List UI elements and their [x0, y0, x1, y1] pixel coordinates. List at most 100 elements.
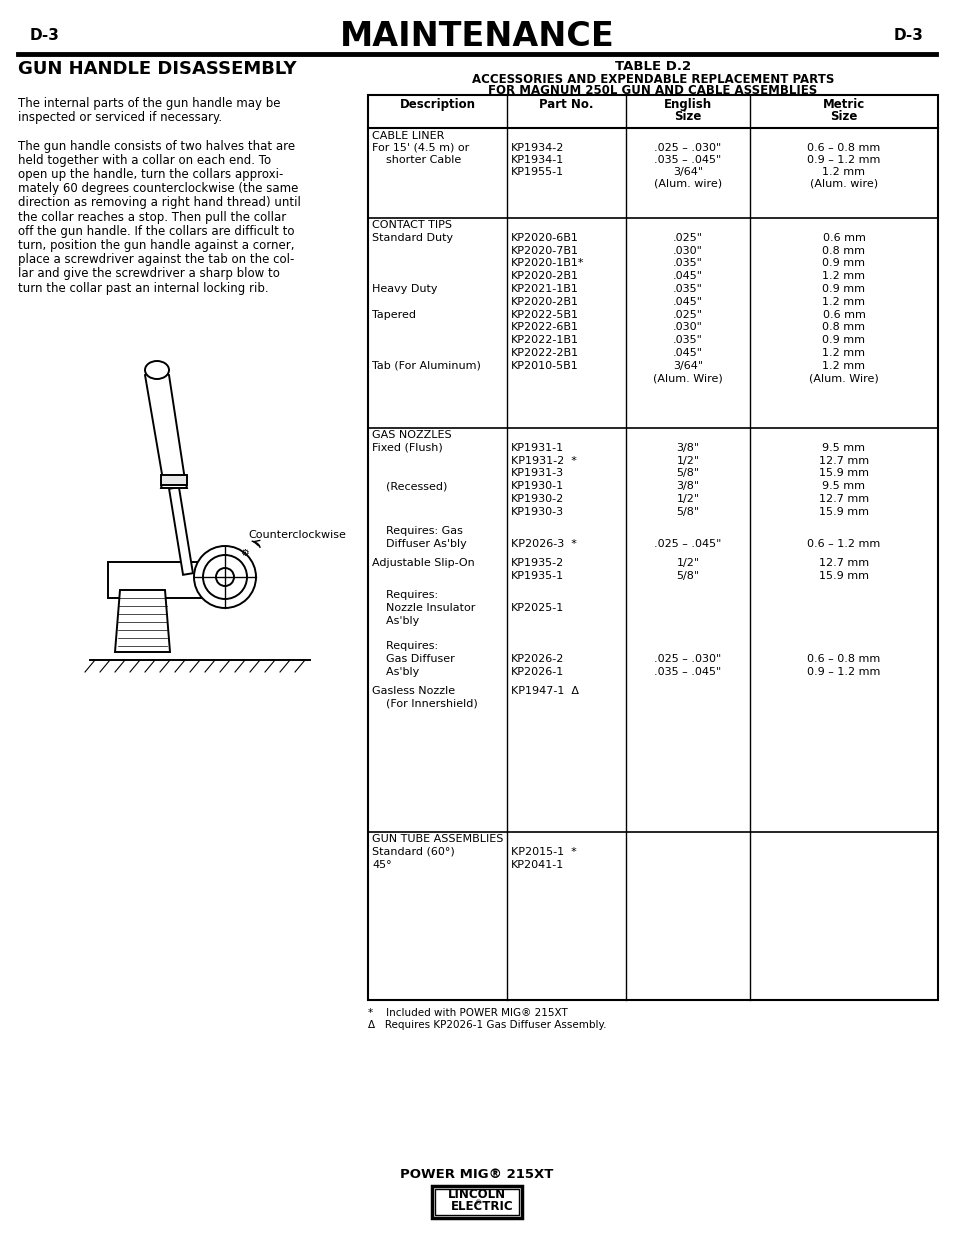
- Text: 0.6 – 0.8 mm: 0.6 – 0.8 mm: [806, 655, 880, 664]
- Text: The gun handle consists of two halves that are: The gun handle consists of two halves th…: [18, 140, 294, 153]
- Text: KP2022-5B1: KP2022-5B1: [511, 310, 578, 320]
- Text: LINCOLN: LINCOLN: [448, 1188, 505, 1200]
- Text: (Alum. Wire): (Alum. Wire): [653, 374, 722, 384]
- Text: Requires:: Requires:: [372, 590, 437, 600]
- Text: KP2022-2B1: KP2022-2B1: [511, 348, 578, 358]
- Text: KP2020-1B1*: KP2020-1B1*: [511, 258, 584, 268]
- Text: KP1955-1: KP1955-1: [511, 167, 563, 177]
- Text: ⚙: ⚙: [240, 548, 249, 558]
- Text: 5/8": 5/8": [676, 571, 699, 580]
- Bar: [432, 1186, 521, 1218]
- Text: KP2020-2B1: KP2020-2B1: [511, 272, 578, 282]
- Text: 9.5 mm: 9.5 mm: [821, 443, 864, 453]
- Text: 0.9 mm: 0.9 mm: [821, 335, 864, 346]
- Text: 1.2 mm: 1.2 mm: [821, 361, 864, 370]
- Text: lar and give the screwdriver a sharp blow to: lar and give the screwdriver a sharp blo…: [18, 268, 279, 280]
- Text: .035": .035": [673, 335, 702, 346]
- Text: 3/8": 3/8": [676, 482, 699, 492]
- Text: FOR MAGNUM 250L GUN AND CABLE ASSEMBLIES: FOR MAGNUM 250L GUN AND CABLE ASSEMBLIES: [488, 84, 817, 98]
- Text: POWER MIG® 215XT: POWER MIG® 215XT: [400, 1168, 553, 1181]
- Text: (Alum. wire): (Alum. wire): [809, 179, 877, 189]
- Text: (Recessed): (Recessed): [372, 482, 447, 492]
- Text: English: English: [663, 98, 711, 111]
- Ellipse shape: [145, 361, 169, 379]
- Text: KP1931-3: KP1931-3: [511, 468, 563, 478]
- Text: Nozzle Insulator: Nozzle Insulator: [372, 603, 475, 613]
- Text: KP2010-5B1: KP2010-5B1: [511, 361, 578, 370]
- Text: .045": .045": [672, 348, 702, 358]
- Text: ACCESSORIES AND EXPENDABLE REPLACEMENT PARTS: ACCESSORIES AND EXPENDABLE REPLACEMENT P…: [472, 73, 833, 86]
- Text: GUN TUBE ASSEMBLIES: GUN TUBE ASSEMBLIES: [372, 834, 503, 844]
- Text: off the gun handle. If the collars are difficult to: off the gun handle. If the collars are d…: [18, 225, 294, 238]
- Text: KP1930-1: KP1930-1: [511, 482, 563, 492]
- Text: 1.2 mm: 1.2 mm: [821, 167, 864, 177]
- Text: KP2015-1  *: KP2015-1 *: [511, 847, 577, 857]
- Polygon shape: [169, 487, 193, 574]
- Text: KP2022-6B1: KP2022-6B1: [511, 322, 578, 332]
- Text: 0.9 – 1.2 mm: 0.9 – 1.2 mm: [806, 156, 880, 165]
- Text: .035": .035": [673, 258, 702, 268]
- Text: 12.7 mm: 12.7 mm: [818, 456, 868, 466]
- Text: GAS NOZZLES: GAS NOZZLES: [372, 430, 451, 440]
- Text: 0.8 mm: 0.8 mm: [821, 322, 864, 332]
- Text: Requires: Gas: Requires: Gas: [372, 526, 462, 536]
- Text: open up the handle, turn the collars approxi-: open up the handle, turn the collars app…: [18, 168, 283, 182]
- Text: turn, position the gun handle against a corner,: turn, position the gun handle against a …: [18, 240, 294, 252]
- Text: Fixed (Flush): Fixed (Flush): [372, 443, 442, 453]
- Text: 0.6 mm: 0.6 mm: [821, 233, 864, 243]
- Text: place a screwdriver against the tab on the col-: place a screwdriver against the tab on t…: [18, 253, 294, 267]
- Text: 5/8": 5/8": [676, 506, 699, 516]
- Text: 15.9 mm: 15.9 mm: [818, 506, 868, 516]
- Text: 3/64": 3/64": [672, 361, 702, 370]
- Text: .045": .045": [672, 296, 702, 306]
- Text: KP2026-1: KP2026-1: [511, 667, 563, 677]
- Text: As'bly: As'bly: [372, 667, 418, 677]
- Text: 3/64": 3/64": [672, 167, 702, 177]
- Text: Counterclockwise: Counterclockwise: [248, 530, 346, 540]
- Text: .025 – .030": .025 – .030": [654, 655, 720, 664]
- Text: 1/2": 1/2": [676, 558, 699, 568]
- Text: Tapered: Tapered: [372, 310, 416, 320]
- Text: KP2021-1B1: KP2021-1B1: [511, 284, 578, 294]
- Bar: [435, 1189, 518, 1215]
- Text: For 15' (4.5 m) or: For 15' (4.5 m) or: [372, 143, 469, 153]
- Text: 0.6 – 1.2 mm: 0.6 – 1.2 mm: [806, 538, 880, 548]
- Ellipse shape: [215, 568, 233, 585]
- Text: the collar reaches a stop. Then pull the collar: the collar reaches a stop. Then pull the…: [18, 211, 286, 224]
- Text: The internal parts of the gun handle may be: The internal parts of the gun handle may…: [18, 98, 280, 110]
- Text: .035 – .045": .035 – .045": [654, 667, 720, 677]
- Text: Diffuser As'bly: Diffuser As'bly: [372, 538, 466, 548]
- Text: 3/8": 3/8": [676, 443, 699, 453]
- Text: 0.6 mm: 0.6 mm: [821, 310, 864, 320]
- Text: 0.6 – 0.8 mm: 0.6 – 0.8 mm: [806, 143, 880, 153]
- Text: KP2026-3  *: KP2026-3 *: [511, 538, 577, 548]
- Text: inspected or serviced if necessary.: inspected or serviced if necessary.: [18, 111, 222, 125]
- Text: Description: Description: [399, 98, 475, 111]
- Text: 15.9 mm: 15.9 mm: [818, 468, 868, 478]
- Text: mately 60 degrees counterclockwise (the same: mately 60 degrees counterclockwise (the …: [18, 183, 298, 195]
- Text: Part No.: Part No.: [538, 98, 593, 111]
- Bar: [368, 95, 937, 1000]
- Text: 45°: 45°: [372, 860, 392, 869]
- Text: (For Innershield): (For Innershield): [372, 699, 477, 709]
- Text: .025 – .030": .025 – .030": [654, 143, 720, 153]
- Text: 1.2 mm: 1.2 mm: [821, 296, 864, 306]
- Text: GUN HANDLE DISASSEMBLY: GUN HANDLE DISASSEMBLY: [18, 61, 296, 78]
- Text: CONTACT TIPS: CONTACT TIPS: [372, 220, 452, 230]
- Text: Adjustable Slip-On: Adjustable Slip-On: [372, 558, 475, 568]
- Text: Standard (60°): Standard (60°): [372, 847, 455, 857]
- Text: 5/8": 5/8": [676, 468, 699, 478]
- Text: MAINTENANCE: MAINTENANCE: [339, 20, 614, 53]
- Text: Metric: Metric: [822, 98, 864, 111]
- Text: D-3: D-3: [30, 28, 60, 43]
- Text: D-3: D-3: [893, 28, 923, 43]
- Text: KP1930-2: KP1930-2: [511, 494, 563, 504]
- Polygon shape: [115, 590, 170, 652]
- Text: KP1935-1: KP1935-1: [511, 571, 563, 580]
- Bar: [108, 562, 245, 598]
- Text: ®: ®: [475, 1200, 481, 1207]
- Text: .030": .030": [673, 322, 702, 332]
- Text: 15.9 mm: 15.9 mm: [818, 571, 868, 580]
- Text: 1.2 mm: 1.2 mm: [821, 272, 864, 282]
- Text: As'bly: As'bly: [372, 615, 418, 626]
